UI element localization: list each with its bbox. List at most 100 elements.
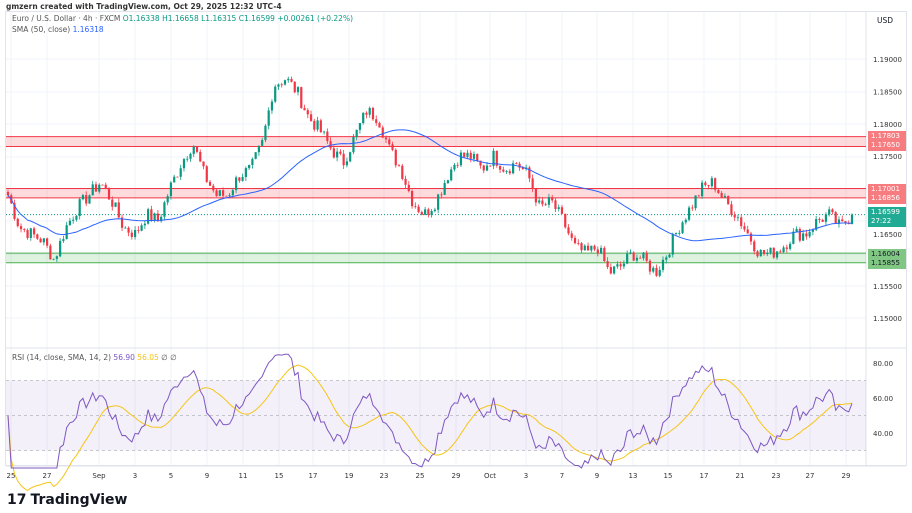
candle-body [775, 251, 779, 258]
price-tick: 1.18000 [873, 121, 902, 129]
candle-body [557, 207, 560, 209]
candle-body [808, 231, 811, 237]
candle-body [590, 245, 593, 251]
candle-body [391, 144, 394, 150]
candle-body [52, 258, 55, 260]
resistance1-tag: 1.17803 1.17650 [868, 131, 906, 151]
time-tick: 3 [133, 472, 137, 480]
candle-body [485, 165, 489, 171]
candle-body [16, 218, 19, 227]
candle-body [648, 260, 652, 272]
candle-body [55, 256, 58, 259]
candle-body [586, 245, 590, 251]
candle-body [189, 153, 192, 159]
candle-body [153, 213, 156, 221]
price-tick: 1.17500 [873, 153, 902, 161]
candle-body [39, 238, 42, 243]
candle-body [355, 129, 358, 138]
candle-body [606, 261, 609, 268]
candle-body [68, 220, 72, 226]
candle-body [130, 232, 133, 238]
sma-legend[interactable]: SMA (50, close) 1.16318 [12, 25, 104, 34]
candle-body [336, 151, 339, 158]
candle-body [710, 178, 713, 187]
candle-body [642, 252, 645, 259]
candle-body [117, 202, 120, 218]
candle-body [707, 185, 710, 187]
candle-body [753, 241, 756, 252]
candle-body [88, 195, 91, 204]
candle-body [293, 81, 296, 93]
time-tick: 5 [169, 472, 173, 480]
candle-body [681, 222, 684, 233]
resistance2-tag: 1.17001 1.16856 [868, 184, 906, 204]
candle-body [740, 217, 743, 227]
candle-body [127, 227, 130, 233]
candle-body [691, 207, 694, 209]
candle-body [492, 150, 495, 166]
candle-body [743, 226, 746, 230]
candle-body [515, 163, 518, 165]
rsi-legend[interactable]: RSI (14, close, SMA, 14, 2) 56.90 56.05 … [12, 353, 177, 362]
tradingview-logo[interactable]: 𝟭𝟳 TradingView [7, 492, 127, 508]
candle-body [730, 204, 733, 215]
candle-body [580, 243, 583, 251]
candle-body [551, 197, 554, 201]
candle-body [26, 230, 29, 238]
candle-body [280, 84, 283, 86]
candle-body [668, 254, 671, 258]
candle-body [655, 267, 658, 276]
candle-body [446, 180, 450, 184]
candle-body [697, 195, 700, 197]
candle-body [46, 238, 49, 246]
candle-body [440, 194, 443, 196]
candle-body [505, 171, 508, 172]
candle-body [645, 252, 648, 261]
support-zone [6, 253, 866, 263]
rsi-tick: 40.00 [873, 430, 893, 438]
candle-body [270, 101, 274, 111]
candle-body [104, 184, 107, 189]
time-tick: 29 [452, 472, 461, 480]
time-tick: 27 [43, 472, 52, 480]
candle-body [388, 139, 391, 145]
candle-body [564, 213, 567, 228]
symbol-name: Euro / U.S. Dollar · 4h · FXCM [12, 14, 121, 23]
time-tick: 9 [205, 472, 209, 480]
candle-body [622, 263, 625, 267]
candle-body [453, 164, 456, 170]
candle-body [450, 169, 453, 181]
candle-body [215, 190, 218, 196]
candle-body [85, 195, 88, 204]
candle-body [769, 247, 772, 253]
candle-body [124, 227, 127, 229]
candle-body [349, 152, 352, 162]
candle-body [205, 166, 208, 182]
candle-body [528, 167, 531, 179]
candle-body [316, 120, 319, 130]
candle-body [736, 217, 740, 219]
candle-body [300, 87, 303, 108]
candle-body [463, 152, 466, 157]
candle-body [169, 182, 173, 197]
candle-body [508, 171, 511, 174]
candle-body [287, 78, 290, 81]
price-tick: 1.19000 [873, 56, 902, 64]
candle-body [368, 107, 371, 115]
candle-body [120, 217, 124, 228]
candle-body [430, 210, 433, 216]
candle-body [652, 267, 655, 272]
candle-body [267, 110, 270, 126]
time-tick: 9 [595, 472, 599, 480]
candle-body [433, 209, 436, 211]
candle-body [225, 195, 228, 197]
candle-body [137, 230, 140, 231]
candle-body [94, 184, 98, 192]
candle-body [798, 228, 801, 241]
candle-body [560, 207, 564, 214]
candle-body [371, 107, 375, 120]
candle-body [59, 240, 62, 257]
candle-body [531, 178, 534, 190]
candle-body [199, 151, 202, 162]
